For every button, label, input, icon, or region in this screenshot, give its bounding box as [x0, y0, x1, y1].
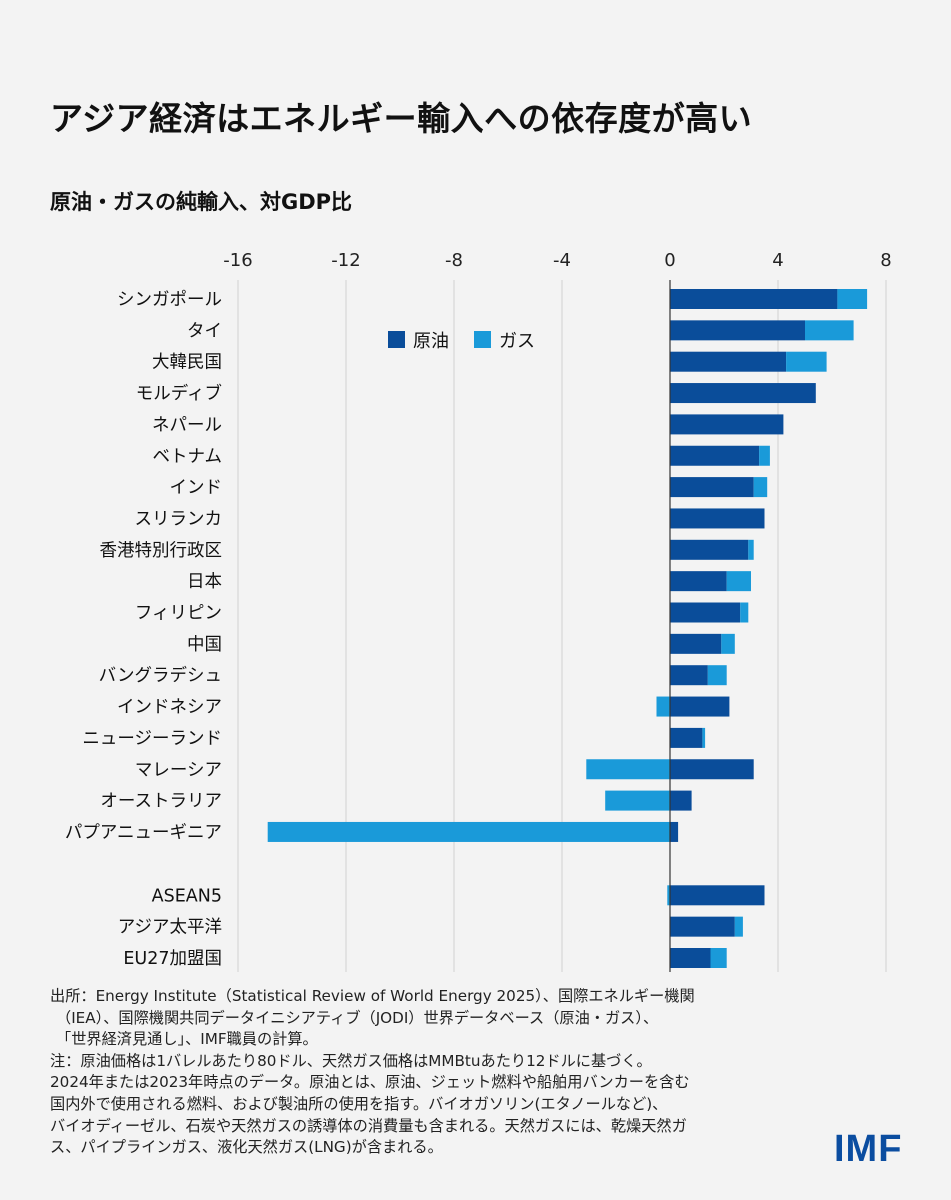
legend-swatch-gas: [474, 331, 491, 348]
bar-gas: [786, 351, 827, 372]
legend-swatch-oil: [388, 331, 405, 348]
bar-gas: [586, 759, 670, 780]
bar-gas: [710, 948, 727, 968]
legend-label-oil: 原油: [413, 331, 449, 352]
bar-oil: [670, 916, 735, 937]
bar-oil: [670, 383, 816, 404]
chart-title: アジア経済はエネルギー輸入への依存度が高い: [50, 99, 753, 138]
category-labels: シンガポールタイ大韓民国モルディブネパールベトナムインドスリランカ香港特別行政区…: [65, 290, 222, 969]
tick-label: 8: [880, 250, 891, 271]
bar-gas: [748, 539, 754, 560]
source-notes: 出所：Energy Institute（Statistical Review o…: [50, 986, 840, 1159]
bar-oil: [670, 477, 754, 498]
tick-label: 0: [664, 250, 675, 271]
bar-oil: [670, 727, 703, 748]
legend-label-gas: ガス: [499, 331, 535, 352]
bar-gas: [605, 790, 670, 811]
bar-oil: [670, 320, 805, 341]
category-label: 香港特別行政区: [100, 541, 223, 561]
bar-oil: [670, 821, 679, 842]
bar-oil: [670, 948, 711, 968]
note-line: 注：原油価格は1バレルあたり80ドル、天然ガス価格はMMBtuあたり12ドルに基…: [50, 1051, 652, 1070]
source-line: 出所：Energy Institute（Statistical Review o…: [50, 987, 695, 1005]
category-label: オーストラリア: [100, 792, 222, 812]
bar-oil: [670, 351, 787, 372]
bars: [267, 289, 868, 968]
bar-gas: [805, 320, 854, 341]
category-label: スリランカ: [135, 509, 223, 529]
category-label: インド: [170, 478, 223, 498]
category-label: ベトナム: [153, 447, 222, 467]
bar-oil: [670, 289, 838, 309]
tick-labels: -16 -12 -8 -4 0 4 8: [223, 250, 891, 271]
bar-gas: [267, 821, 670, 842]
bar-gas: [753, 477, 768, 498]
note-line: バイオディーゼル、石炭や天然ガスの誘導体の消費量も含まれる。天然ガスには、乾燥天…: [50, 1116, 687, 1135]
bar-gas: [721, 633, 735, 654]
bar-oil: [670, 696, 730, 717]
bar-gas: [837, 289, 868, 309]
category-label: ASEAN5: [152, 886, 222, 906]
category-label: タイ: [187, 321, 222, 341]
chart-subtitle: 原油・ガスの純輸入、対GDP比: [50, 190, 353, 214]
bar-gas: [740, 602, 749, 623]
bar-oil: [670, 508, 765, 529]
category-label: モルディブ: [136, 383, 222, 404]
bar-oil: [670, 665, 708, 686]
note-line: 国内外で使用される燃料、および製油所の使用を指す。バイオガソリン(エタノールなど…: [50, 1094, 668, 1113]
bar-oil: [670, 759, 754, 780]
bar-gas: [734, 916, 743, 937]
category-label: ニュージーランド: [82, 729, 222, 749]
category-label: 日本: [187, 572, 222, 592]
note-line: ス、パイプラインガス、液化天然ガス(LNG)が含まれる。: [50, 1138, 443, 1157]
category-label: シンガポール: [117, 290, 222, 310]
category-label: フィリピン: [135, 604, 222, 624]
bar-oil: [670, 633, 722, 654]
tick-label: -16: [223, 250, 252, 271]
source-line: 「世界経済見通し」、IMF職員の計算。: [56, 1030, 318, 1049]
category-label: マレーシア: [135, 760, 222, 780]
tick-label: -8: [445, 250, 463, 271]
category-label: 中国: [187, 635, 222, 655]
category-label: 大韓民国: [152, 353, 222, 373]
bar-gas: [707, 665, 727, 686]
tick-label: 4: [772, 250, 783, 271]
category-label: バングラデシュ: [99, 665, 222, 686]
legend: 原油 ガス: [388, 331, 535, 352]
category-label: アジア太平洋: [118, 918, 222, 938]
bar-oil: [670, 414, 784, 435]
bar-oil: [670, 885, 765, 906]
bar-gas: [656, 696, 670, 717]
bar-oil: [670, 571, 727, 592]
source-line: （IEA）、国際機関共同データイニシアティブ（JODI）世界データベース（原油・…: [56, 1008, 659, 1027]
bar-oil: [670, 602, 741, 623]
bar-gas: [726, 571, 751, 592]
note-line: 2024年または2023年時点のデータ。原油とは、原油、ジェット燃料や船舶用バン…: [50, 1073, 690, 1092]
category-label: インドネシア: [117, 698, 222, 718]
imf-logo: IMF: [834, 1128, 903, 1170]
bar-gas: [759, 445, 770, 466]
bar-oil: [670, 539, 749, 560]
category-label: パプアニューギニア: [65, 823, 222, 843]
bar-gas: [702, 727, 706, 748]
tick-label: -4: [553, 250, 571, 271]
tick-label: -12: [331, 250, 360, 271]
bar-oil: [670, 790, 692, 811]
bar-gas: [667, 885, 670, 906]
category-label: EU27加盟国: [123, 949, 222, 969]
bar-chart: -16 -12 -8 -4 0 4 8 シンガポールタイ大韓民国モルディブネパールベトナムイ…: [65, 250, 892, 972]
bar-oil: [670, 445, 760, 466]
category-label: ネパール: [152, 415, 222, 435]
